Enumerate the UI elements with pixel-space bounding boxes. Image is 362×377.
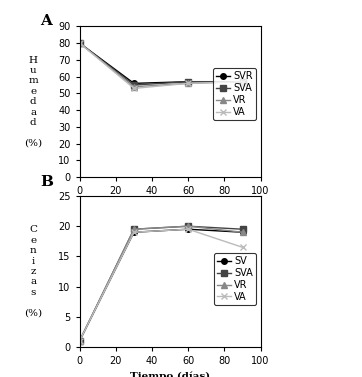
Line: SVR: SVR xyxy=(77,40,245,86)
SVA xyxy=(132,83,136,87)
SVR xyxy=(240,80,245,84)
VA xyxy=(240,245,245,250)
VR xyxy=(132,227,136,231)
Text: A: A xyxy=(40,14,52,28)
VA xyxy=(77,41,82,45)
Y-axis label: C
e
n
i
z
a
s

(%): C e n i z a s (%) xyxy=(24,225,42,317)
SV xyxy=(77,339,82,343)
Line: VR: VR xyxy=(77,40,245,89)
Line: VA: VA xyxy=(77,40,245,91)
SVA xyxy=(132,227,136,231)
SVA xyxy=(240,227,245,231)
X-axis label: Tiempo (días): Tiempo (días) xyxy=(130,202,210,211)
Line: SVA: SVA xyxy=(77,40,245,88)
VA xyxy=(186,81,190,86)
SVA xyxy=(77,41,82,45)
SVA xyxy=(240,80,245,84)
VA xyxy=(186,227,190,231)
Legend: SVR, SVA, VR, VA: SVR, SVA, VR, VA xyxy=(213,68,256,120)
SV xyxy=(240,230,245,234)
SVA xyxy=(186,80,190,84)
VR xyxy=(132,84,136,89)
Line: VA: VA xyxy=(77,227,245,343)
SVA xyxy=(77,339,82,343)
SV xyxy=(186,227,190,231)
Line: SV: SV xyxy=(77,227,245,343)
X-axis label: Tiempo (días): Tiempo (días) xyxy=(130,371,210,377)
VR xyxy=(77,339,82,343)
Text: B: B xyxy=(40,175,53,189)
Line: VR: VR xyxy=(77,224,245,343)
SVR xyxy=(186,80,190,84)
SVA xyxy=(186,224,190,228)
Legend: SV, SVA, VR, VA: SV, SVA, VR, VA xyxy=(214,253,256,305)
SVR xyxy=(77,41,82,45)
VR xyxy=(186,224,190,228)
VR xyxy=(77,41,82,45)
VA xyxy=(240,80,245,84)
SVR xyxy=(132,81,136,86)
VA xyxy=(132,86,136,90)
VR xyxy=(186,81,190,86)
Line: SVA: SVA xyxy=(77,224,245,343)
VR xyxy=(240,80,245,84)
Y-axis label: H
u
m
e
d
a
d

(%): H u m e d a d (%) xyxy=(24,56,42,148)
VR xyxy=(240,230,245,234)
VA xyxy=(77,339,82,343)
VA xyxy=(132,230,136,234)
SV xyxy=(132,230,136,234)
